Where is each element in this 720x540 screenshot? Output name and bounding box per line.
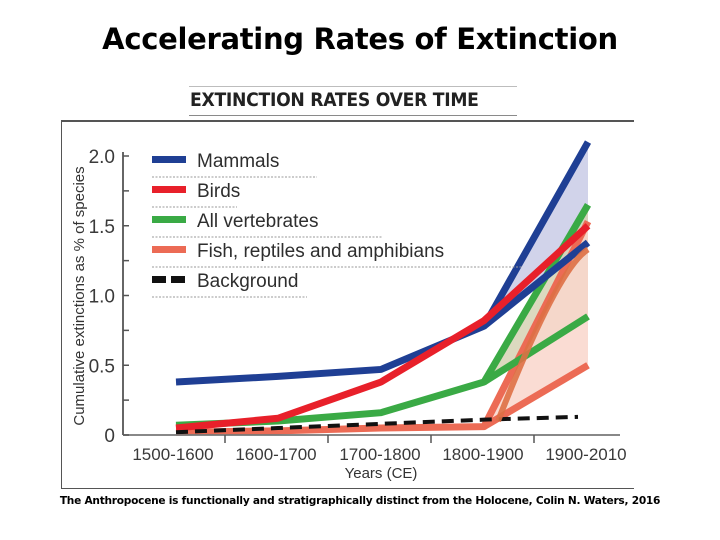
legend-label: All vertebrates [197,211,318,232]
x-tick-label: 1900-2010 [545,445,626,464]
legend-item-fish-reptiles-and-amphibians: Fish, reptiles and amphibians [152,241,522,268]
legend-swatch [152,216,186,223]
legend-swatch [152,156,186,163]
series-line-mammals [175,140,592,386]
y-tick-label: 0.5 [89,356,115,377]
legend-item-background: Background [152,271,307,298]
x-tick-label: 1600-1700 [235,445,316,464]
x-tick-label: 1800-1900 [442,445,523,464]
slide-title: Accelerating Rates of Extinction [102,22,618,56]
legend-item-all-vertebrates: All vertebrates [152,211,382,238]
legend-swatch [171,276,185,283]
chart-title: EXTINCTION RATES OVER TIME [190,90,479,111]
axes [122,152,620,436]
series-line-fish-reptiles-and-amphibians-mid [495,246,590,423]
y-tick-label: 1.5 [89,217,115,238]
legend: Mammals Birds All vertebrates Fish, reptile… [152,151,522,298]
y-tick-label: 2.0 [89,147,115,168]
series-lines [175,140,592,436]
legend-item-mammals: Mammals [152,151,317,178]
y-axis-title: Cumulative extinctions as % of species [71,166,88,425]
legend-label: Fish, reptiles and amphibians [197,241,444,262]
legend-label: Birds [197,181,240,202]
legend-swatch [152,276,166,283]
chart-header: EXTINCTION RATES OVER TIME [189,86,517,116]
source-caption: The Anthropocene is functionally and str… [59,495,661,507]
x-axis-title: Years (CE) [345,465,418,482]
x-ticks: 1500-1600 1600-1700 1700-1800 1800-1900 1900… [132,435,627,464]
y-tick-label: 1.0 [89,287,115,308]
series-line-mammals-lower [481,239,591,329]
legend-item-birds: Birds [152,181,240,208]
legend-label: Mammals [197,151,279,172]
x-tick-label: 1700-1800 [339,445,420,464]
chart-frame [61,120,634,489]
series-line-all-vertebrates-lower [482,313,590,385]
y-tick-label: 0 [104,426,115,447]
legend-swatch [152,186,186,193]
series-line-birds [175,223,591,432]
legend-label: Background [197,271,298,292]
legend-swatch [152,246,186,253]
series-line-background [175,414,579,435]
x-tick-label: 1500-1600 [132,445,213,464]
y-ticks: 0 0.5 1.0 1.5 2.0 [89,147,129,447]
